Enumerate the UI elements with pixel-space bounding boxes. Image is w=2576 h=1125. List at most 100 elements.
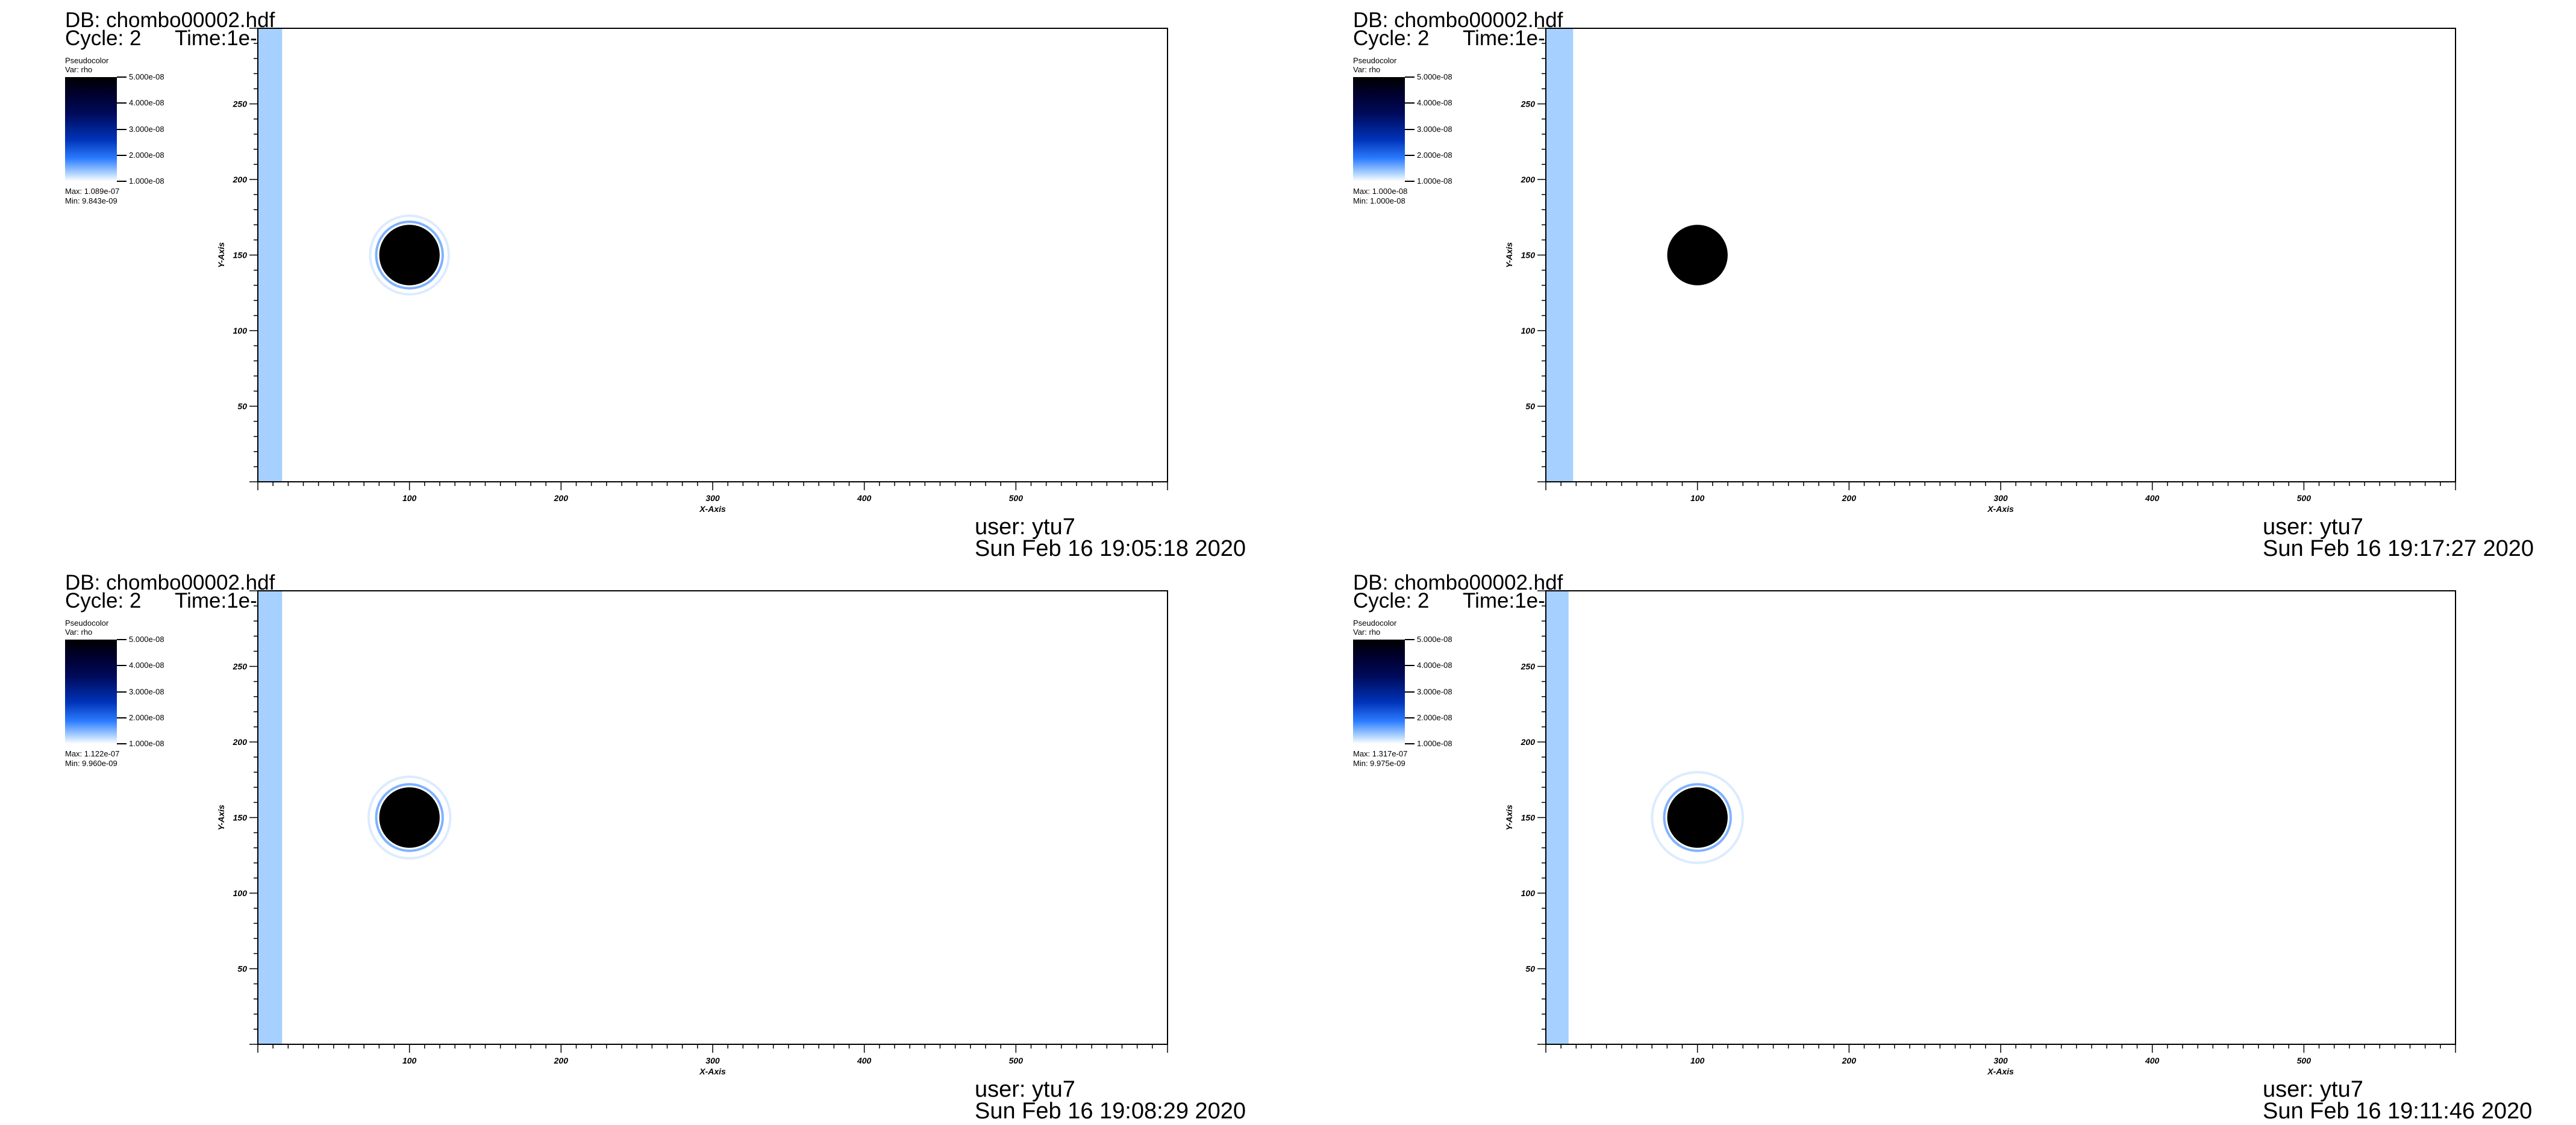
x-tick-label: 200: [1842, 493, 1857, 503]
y-tick-label: 150: [1521, 251, 1536, 260]
legend-variable: Var: rho: [1353, 65, 1381, 74]
x-tick-label: 100: [402, 493, 417, 503]
colorbar-tick: [117, 743, 127, 744]
legend-variable: Var: rho: [1353, 628, 1381, 637]
colorbar: [65, 640, 117, 744]
colorbar-tick: [1405, 639, 1415, 640]
density-circle: [1667, 787, 1728, 848]
cycle-label: Cycle: 2: [65, 589, 142, 612]
colorbar-tick: [1405, 76, 1415, 78]
boundary-strip: [258, 28, 283, 482]
colorbar-label: 3.000e-08: [129, 687, 164, 696]
date-label: Sun Feb 16 19:17:27 2020: [2263, 536, 2534, 561]
min-label: Min: 9.843e-09: [65, 196, 117, 205]
colorbar-label: 1.000e-08: [1417, 739, 1452, 748]
colorbar-label: 2.000e-08: [129, 712, 164, 722]
max-label: Max: 1.000e-08: [1353, 187, 1408, 196]
max-label: Max: 1.122e-07: [65, 749, 120, 758]
user-label: user: ytu7: [2263, 1077, 2363, 1102]
plot-area: 100 200 300 400 500 50 100 150 200 250 X-Axis Y-Axi…: [1504, 28, 2456, 514]
x-tick-label: 200: [1842, 1056, 1857, 1065]
date-label: Sun Feb 16 19:08:29 2020: [975, 1099, 1246, 1124]
db-label: DB: chombo00002.hdf: [1353, 571, 1563, 594]
max-label: Max: 1.089e-07: [65, 187, 120, 196]
x-tick-label: 300: [1993, 1056, 2008, 1065]
legend-plot-type: Pseudocolor: [65, 619, 109, 628]
density-halo: [1651, 771, 1744, 864]
panel-bottom-right: DB: chombo00002.hdf Cycle: 2 Time:1e-06 Pse…: [1288, 562, 2576, 1125]
legend-plot-type: Pseudocolor: [1353, 56, 1397, 65]
y-axis-label: Y-Axis: [1504, 805, 1514, 831]
colorbar-tick: [117, 691, 127, 693]
colorbar-tick: [117, 76, 127, 78]
y-axis-label: Y-Axis: [1504, 242, 1514, 268]
colorbar-label: 5.000e-08: [129, 72, 164, 81]
colorbar-tick: [1405, 154, 1415, 156]
y-tick-label: 100: [233, 326, 248, 335]
legend-variable: Var: rho: [65, 65, 93, 74]
colorbar-label: 4.000e-08: [1417, 98, 1452, 108]
x-tick-label: 300: [1993, 493, 2008, 503]
colorbar-label: 1.000e-08: [129, 176, 164, 185]
colorbar-label: 2.000e-08: [129, 150, 164, 160]
colorbar-label: 5.000e-08: [1417, 635, 1452, 644]
cycle-label: Cycle: 2: [1353, 589, 1430, 612]
density-circle: [379, 225, 440, 285]
user-label: user: ytu7: [2263, 514, 2363, 540]
colorbar-label: 1.000e-08: [1417, 176, 1452, 185]
colorbar-tick: [1405, 128, 1415, 130]
y-tick-label: 150: [233, 251, 248, 260]
y-axis-label: Y-Axis: [216, 805, 226, 831]
x-axis-label: X-Axis: [699, 1067, 726, 1076]
legend-plot-type: Pseudocolor: [1353, 619, 1397, 628]
y-tick-label: 250: [1521, 99, 1536, 109]
colorbar-label: 4.000e-08: [129, 661, 164, 670]
y-tick-label: 250: [233, 99, 248, 109]
density-circle: [379, 787, 440, 848]
density-circle: [1667, 225, 1728, 285]
max-label: Max: 1.317e-07: [1353, 749, 1408, 758]
legend-variable: Var: rho: [65, 628, 93, 637]
colorbar-tick: [1405, 743, 1415, 744]
x-tick-label: 400: [857, 493, 872, 503]
panel-top-left: DB: chombo00002.hdf Cycle: 2 Time:1e-06 Pse…: [0, 0, 1288, 562]
density-halo: [369, 214, 450, 296]
x-tick-label: 500: [2297, 1056, 2312, 1065]
colorbar-tick: [117, 102, 127, 104]
x-tick-label: 200: [554, 493, 569, 503]
colorbar-tick: [1405, 102, 1415, 104]
x-tick-label: 400: [2145, 1056, 2160, 1065]
db-label: DB: chombo00002.hdf: [65, 571, 275, 594]
plot-area: 100 200 300 400 500 50 100 150 200 250 X-Axis Y-Axi…: [216, 590, 1168, 1076]
x-axis-label: X-Axis: [1987, 504, 2014, 514]
density-edge: [1663, 783, 1732, 852]
date-label: Sun Feb 16 19:11:46 2020: [2263, 1099, 2533, 1124]
colorbar-label: 5.000e-08: [1417, 72, 1452, 81]
panel-top-right: DB: chombo00002.hdf Cycle: 2 Time:1e-06 Pse…: [1288, 0, 2576, 562]
y-tick-label: 250: [233, 662, 248, 672]
x-tick-label: 100: [1690, 493, 1705, 503]
colorbar-label: 3.000e-08: [1417, 124, 1452, 134]
colorbar-tick: [1405, 691, 1415, 693]
x-tick-label: 100: [1690, 1056, 1705, 1065]
density-halo: [367, 775, 452, 860]
y-tick-label: 200: [233, 737, 248, 747]
user-label: user: ytu7: [975, 514, 1075, 540]
x-tick-label: 400: [2145, 493, 2160, 503]
cycle-label: Cycle: 2: [1353, 26, 1430, 50]
y-tick-label: 100: [233, 888, 248, 898]
colorbar-tick: [117, 717, 127, 718]
y-tick-label: 50: [1525, 964, 1535, 974]
y-tick-label: 50: [237, 402, 247, 411]
cycle-label: Cycle: 2: [65, 26, 142, 50]
user-label: user: ytu7: [975, 1077, 1075, 1102]
y-tick-label: 50: [237, 964, 247, 974]
colorbar-label: 5.000e-08: [129, 635, 164, 644]
y-tick-label: 200: [1521, 175, 1536, 184]
x-axis-label: X-Axis: [699, 504, 726, 514]
x-tick-label: 200: [554, 1056, 569, 1065]
y-tick-label: 250: [1521, 662, 1536, 672]
y-tick-label: 100: [1521, 326, 1536, 335]
min-label: Min: 9.960e-09: [65, 759, 117, 768]
colorbar-tick: [117, 154, 127, 156]
